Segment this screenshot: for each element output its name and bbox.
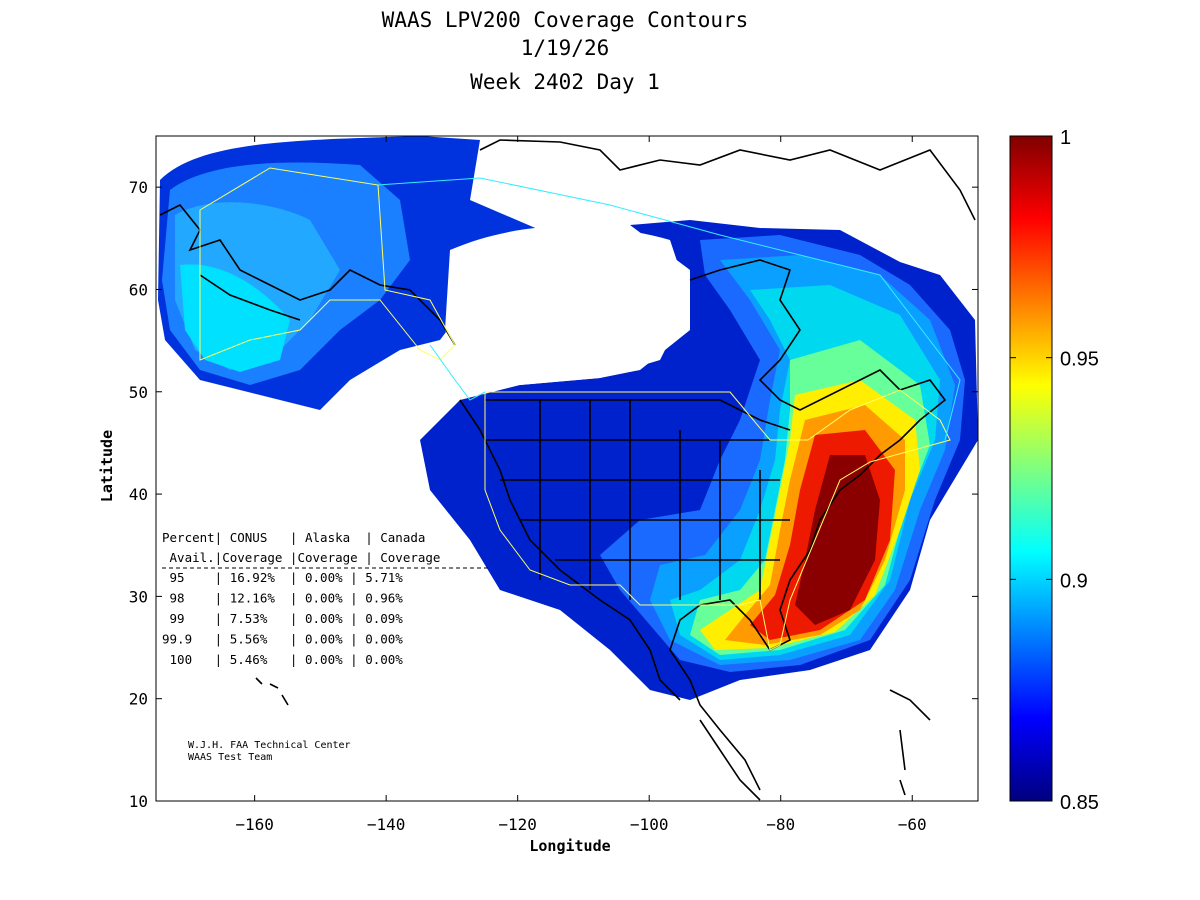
y-axis-ticks: 10 20 30 40 50 60 70: [129, 178, 978, 811]
colorbar-tick-label: 0.95: [1060, 349, 1099, 371]
stats-rows: 95 | 16.92% | 0.00% | 5.71% 98 | 12.16% …: [162, 570, 403, 667]
stats-row: 95 | 16.92% | 0.00% | 5.71%: [162, 570, 403, 585]
x-tick-label: −140: [367, 815, 406, 834]
chart-title: WAAS LPV200 Coverage Contours: [382, 8, 749, 32]
x-tick-label: −160: [235, 815, 274, 834]
y-tick-label: 70: [129, 178, 148, 197]
stats-row: 98 | 12.16% | 0.00% | 0.96%: [162, 591, 403, 606]
x-axis-ticks: −160 −140 −120 −100 −80 −60: [235, 136, 927, 834]
y-tick-label: 40: [129, 485, 148, 504]
stats-header-2: Avail.|Coverage |Coverage | Coverage: [162, 550, 440, 565]
credit-line-1: W.J.H. FAA Technical Center: [188, 740, 351, 751]
credit-line-2: WAAS Test Team: [188, 752, 272, 763]
colorbar-tick-label: 1: [1060, 127, 1071, 149]
x-tick-label: −60: [898, 815, 927, 834]
stats-table: Percent| CONUS | Alaska | Canada Avail.|…: [162, 530, 490, 667]
stats-row: 100 | 5.46% | 0.00% | 0.00%: [162, 652, 403, 667]
y-tick-label: 30: [129, 587, 148, 606]
x-axis-label: Longitude: [529, 837, 610, 855]
coastlines: [159, 139, 976, 801]
y-tick-label: 60: [129, 280, 148, 299]
colorbar-ticks: 1 0.95 0.9 0.85: [1010, 127, 1099, 814]
x-tick-label: −120: [498, 815, 537, 834]
y-axis-label: Latitude: [98, 430, 116, 502]
chart-week: Week 2402 Day 1: [470, 70, 660, 94]
map-area: Percent| CONUS | Alaska | Canada Avail.|…: [158, 136, 978, 801]
plot-frame: [155, 135, 979, 802]
x-tick-label: −100: [630, 815, 669, 834]
y-tick-label: 50: [129, 383, 148, 402]
stats-row: 99 | 7.53% | 0.00% | 0.09%: [162, 611, 403, 626]
y-tick-label: 20: [129, 690, 148, 709]
colorbar-tick-label: 0.9: [1060, 570, 1088, 592]
service-boundaries: [199, 167, 961, 651]
y-tick-label: 10: [129, 792, 148, 811]
x-tick-label: −80: [766, 815, 795, 834]
colorbar-tick-label: 0.85: [1060, 792, 1099, 814]
colorbar: [1009, 135, 1053, 802]
stats-row: 99.9 | 5.56% | 0.00% | 0.00%: [162, 632, 403, 647]
coverage-contours: [158, 136, 978, 700]
chart-date: 1/19/26: [521, 36, 610, 60]
stats-header-1: Percent| CONUS | Alaska | Canada: [162, 530, 425, 545]
